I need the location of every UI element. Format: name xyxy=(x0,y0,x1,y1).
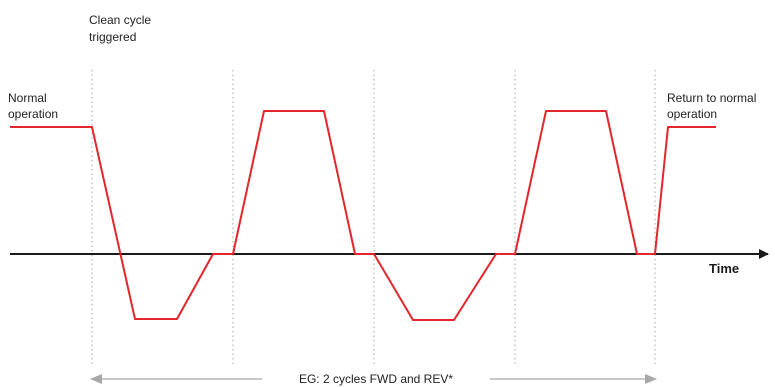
return-to-normal-label-line2: operation xyxy=(667,107,717,121)
return-to-normal-label-line1: Return to normal xyxy=(667,91,756,105)
time-axis-label: Time xyxy=(709,261,739,276)
normal-operation-label-line2: operation xyxy=(8,107,58,121)
span-arrow-left-head xyxy=(90,374,102,384)
waveform-line xyxy=(10,110,716,321)
span-arrow-right-head xyxy=(645,374,657,384)
cycle-span-arrow xyxy=(90,374,657,384)
clean-cycle-label-line2: triggered xyxy=(89,30,136,44)
clean-cycle-label-line1: Clean cycle xyxy=(89,13,151,27)
cycles-note: EG: 2 cycles FWD and REV* xyxy=(299,372,453,386)
normal-operation-label-line1: Normal xyxy=(8,91,47,105)
phase-dividers xyxy=(91,70,656,366)
